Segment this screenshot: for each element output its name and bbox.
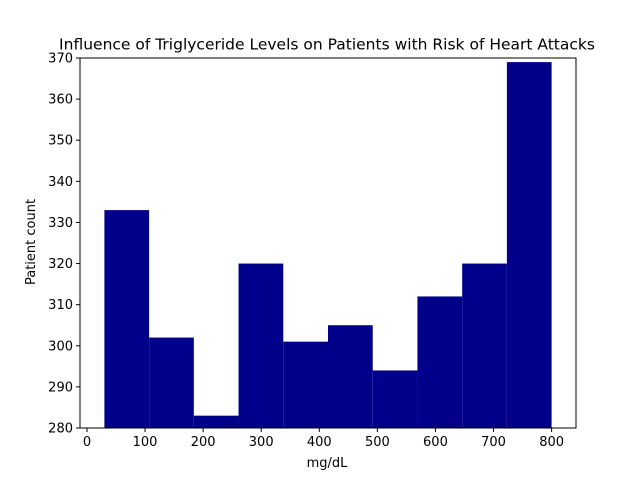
- chart-title: Influence of Triglyceride Levels on Pati…: [59, 36, 595, 54]
- x-tick-label: 600: [423, 435, 448, 450]
- x-tick-label: 300: [249, 435, 274, 450]
- histogram-bar-2: [149, 337, 194, 428]
- x-tick-label: 0: [83, 435, 91, 450]
- x-tick-label: 400: [307, 435, 332, 450]
- histogram-bar-8: [417, 296, 463, 428]
- y-tick-label: 330: [48, 216, 73, 231]
- y-tick-label: 370: [48, 52, 73, 67]
- y-tick-label: 300: [48, 339, 73, 354]
- x-axis-label: mg/dL: [307, 456, 349, 471]
- histogram-bar-4: [238, 263, 284, 428]
- histogram-bar-5: [283, 341, 328, 428]
- x-tick-label: 100: [133, 435, 158, 450]
- y-tick-label: 350: [48, 134, 73, 149]
- histogram-bar-1: [104, 210, 150, 428]
- plot-frame: [79, 57, 577, 429]
- histogram-bar-9: [462, 263, 507, 428]
- axes-layer: 0 100 200 300 400 500 600 700 800 280 290 300 310 320…: [48, 52, 577, 450]
- y-tick-label: 310: [48, 298, 73, 313]
- x-tick-label: 200: [191, 435, 216, 450]
- bars-layer: [104, 62, 552, 428]
- histogram-bar-6: [328, 325, 373, 428]
- x-tick-label: 700: [481, 435, 506, 450]
- y-axis-label: Patient count: [24, 199, 39, 285]
- y-tick-label: 290: [48, 380, 73, 395]
- histogram-bar-3: [193, 415, 239, 428]
- x-tick-label: 800: [539, 435, 564, 450]
- y-tick-label: 280: [48, 422, 73, 437]
- y-tick-label: 340: [48, 175, 73, 190]
- histogram-bar-10: [506, 62, 552, 428]
- y-tick-label: 360: [48, 93, 73, 108]
- x-tick-label: 500: [365, 435, 390, 450]
- histogram-bar-7: [372, 370, 418, 428]
- y-tick-label: 320: [48, 257, 73, 272]
